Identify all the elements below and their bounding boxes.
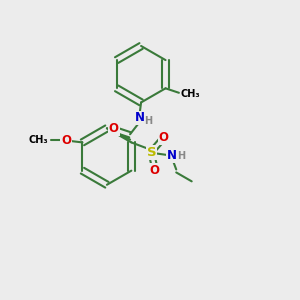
Text: O: O [158,131,169,144]
Text: CH₃: CH₃ [28,135,48,145]
Text: N: N [135,111,145,124]
Text: H: H [177,151,185,161]
Text: O: O [149,164,160,177]
Text: S: S [147,146,156,159]
Text: H: H [145,116,153,126]
Text: N: N [167,149,177,162]
Text: O: O [61,134,71,146]
Text: CH₃: CH₃ [181,89,201,99]
Text: O: O [109,122,119,135]
